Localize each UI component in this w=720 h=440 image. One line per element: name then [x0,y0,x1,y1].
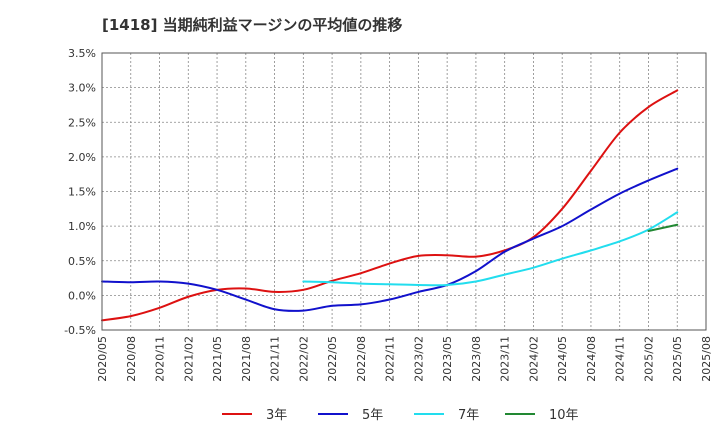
y-tick-label: -0.5% [64,324,96,337]
x-tick-label: 2025/02 [642,336,655,382]
legend-label-4: 10年 [549,408,579,423]
plot-frame [101,52,707,331]
series-line-3 [302,211,679,287]
x-tick-label: 2020/08 [125,336,138,382]
legend: 3年 5年 7年 10年 [222,408,579,423]
y-tick-label: 2.0% [68,151,96,164]
legend-label-3: 7年 [458,408,479,423]
y-tick-label: 1.5% [68,186,96,199]
x-tick-label: 2022/02 [297,336,310,382]
x-tick-label: 2022/11 [384,336,397,382]
y-tick-label: 0.0% [68,289,96,302]
legend-label-1: 3年 [266,408,287,423]
x-tick-label: 2023/05 [441,336,454,382]
chart-title: [1418] 当期純利益マージンの平均値の推移 [102,16,403,34]
x-tick-label: 2024/11 [614,336,627,382]
series-line-4 [647,223,679,232]
x-tick-label: 2021/02 [182,336,195,382]
y-tick-label: 3.5% [68,47,96,60]
x-tick-label: 2024/08 [585,336,598,382]
x-tick-label: 2021/11 [269,336,282,382]
x-tick-label: 2023/02 [412,336,425,382]
y-tick-label: 1.0% [68,220,96,233]
x-tick-label: 2023/08 [470,336,483,382]
series-line-1 [101,89,679,322]
x-tick-label: 2020/11 [154,336,167,382]
x-tick-label: 2021/05 [211,336,224,382]
series-line-2 [101,167,679,312]
x-tick-label: 2025/08 [700,336,713,382]
x-tick-label: 2020/05 [96,336,109,382]
y-tick-label: 2.5% [68,116,96,129]
axis-layer: -0.5% 0.0% 0.5% 1.0% 1.5% 2.0% 2.5% 3.0% 3.5% 202… [64,47,713,382]
y-tick-label: 0.5% [68,255,96,268]
x-tick-label: 2022/05 [326,336,339,382]
x-tick-label: 2024/02 [527,336,540,382]
x-tick-label: 2025/05 [671,336,684,382]
x-tick-label: 2022/08 [355,336,368,382]
series-layer [101,89,679,322]
x-tick-label: 2021/08 [240,336,253,382]
legend-label-2: 5年 [362,408,383,423]
x-tick-label: 2024/05 [556,336,569,382]
x-tick-label: 2023/11 [499,336,512,382]
y-tick-label: 3.0% [68,82,96,95]
